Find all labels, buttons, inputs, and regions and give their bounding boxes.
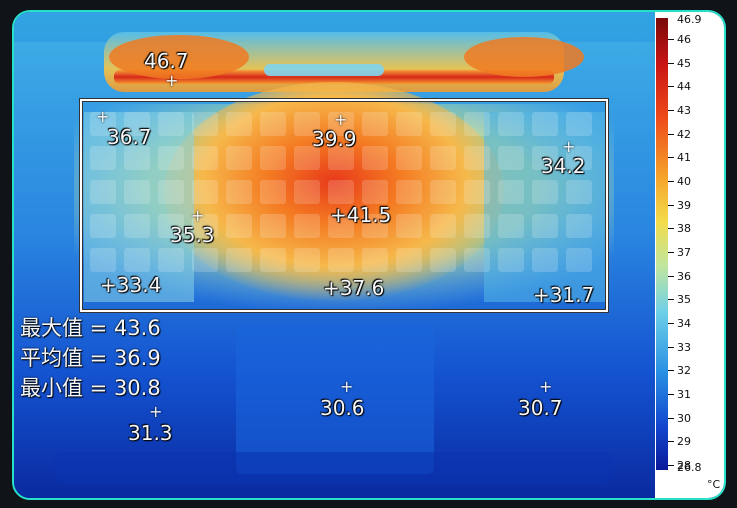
scale-tick-mark [668, 133, 674, 135]
scale-tick-mark [668, 204, 674, 206]
hotspot-marker: + [165, 71, 179, 90]
scale-tick-label: 35 [677, 293, 691, 307]
scale-tick-label: 34 [677, 317, 691, 330]
scale-tick-label: 38 [677, 222, 691, 236]
hotspot-label: +31.7 [533, 283, 595, 307]
scale-tick-label: 41 [677, 151, 691, 165]
scale-tick-mark [668, 299, 674, 301]
scale-tick-label: 36 [677, 269, 691, 283]
hotspot-marker: + [562, 137, 576, 156]
hotspot-label: +37.6 [323, 276, 385, 300]
hotspot-marker: + [96, 107, 110, 126]
scale-tick-label: 33 [677, 340, 691, 354]
hotspot-label: 46.7 [144, 49, 189, 73]
hotspot-marker: + [539, 377, 553, 396]
scale-tick-label: 43 [677, 104, 691, 117]
scale-tick-mark [668, 441, 674, 443]
scale-tick-mark [668, 181, 674, 182]
hotspot-label: +41.5 [330, 203, 392, 227]
scale-tick-label: 29 [677, 435, 691, 449]
hotspot-marker: + [334, 110, 348, 129]
scale-tick-mark [668, 323, 674, 324]
scale-tick-mark [668, 252, 674, 253]
thermal-image [14, 12, 655, 498]
hotspot-marker: + [340, 377, 354, 396]
scale-tick-label: 30 [677, 411, 691, 425]
scale-tick-label: 45 [677, 56, 691, 70]
scale-tick-mark [668, 417, 674, 419]
scale-tick-mark [668, 157, 674, 159]
hotspot-label: 39.9 [312, 127, 357, 151]
hotspot-marker: + [149, 402, 163, 421]
hotspot-marker: + [191, 206, 205, 225]
scale-tick-mark [668, 465, 674, 466]
scale-tick-mark [668, 370, 674, 372]
scale-tick-label: 32 [677, 364, 691, 378]
scale-tick-label: 46 [677, 33, 691, 46]
scale-tick-mark [668, 228, 674, 230]
scale-tick-label: 31 [677, 388, 691, 401]
scale-max-label: 46.9 [677, 13, 702, 26]
stat-max: 最大值 = 43.6 [20, 316, 161, 340]
scale-gradient [656, 18, 668, 470]
scale-unit-label: °C [707, 478, 721, 491]
hotspot-label: 36.7 [107, 125, 152, 149]
scale-tick-label: 37 [677, 246, 691, 259]
scale-min-label: 26.8 [677, 461, 702, 474]
hotspot-label: 31.3 [128, 421, 173, 445]
scale-tick-mark [668, 39, 674, 40]
scale-tick-label: 40 [677, 175, 691, 188]
scale-tick-label: 42 [677, 127, 691, 141]
hotspot-label: +33.4 [100, 273, 162, 297]
scale-tick-label: 39 [677, 198, 691, 212]
hotspot-label: 35.3 [170, 223, 215, 247]
temperature-scale: 46.9 46 45 44 43 42 41 40 39 38 37 36 35 34 33 32 31 30 2… [655, 12, 724, 498]
thermal-frame: + 46.7 + 36.7 + 39.9 + 34.2 + 35.3 +41.5… [12, 10, 726, 500]
hotspot-label: 30.7 [518, 396, 563, 420]
stat-average: 平均值 = 36.9 [20, 346, 161, 370]
scale-tick-label: 28 [677, 459, 691, 472]
scale-tick-mark [668, 275, 674, 277]
scale-tick-mark [668, 62, 674, 64]
scale-tick-mark [668, 86, 674, 88]
scale-tick-mark [668, 394, 674, 395]
measurement-region-box [80, 99, 608, 312]
hotspot-label: 30.6 [320, 396, 365, 420]
scale-tick-mark [668, 346, 674, 348]
scale-tick-label: 44 [677, 80, 691, 94]
hotspot-label: 34.2 [541, 154, 586, 178]
stat-min: 最小值 = 30.8 [20, 376, 161, 400]
scale-tick-mark [668, 110, 674, 111]
